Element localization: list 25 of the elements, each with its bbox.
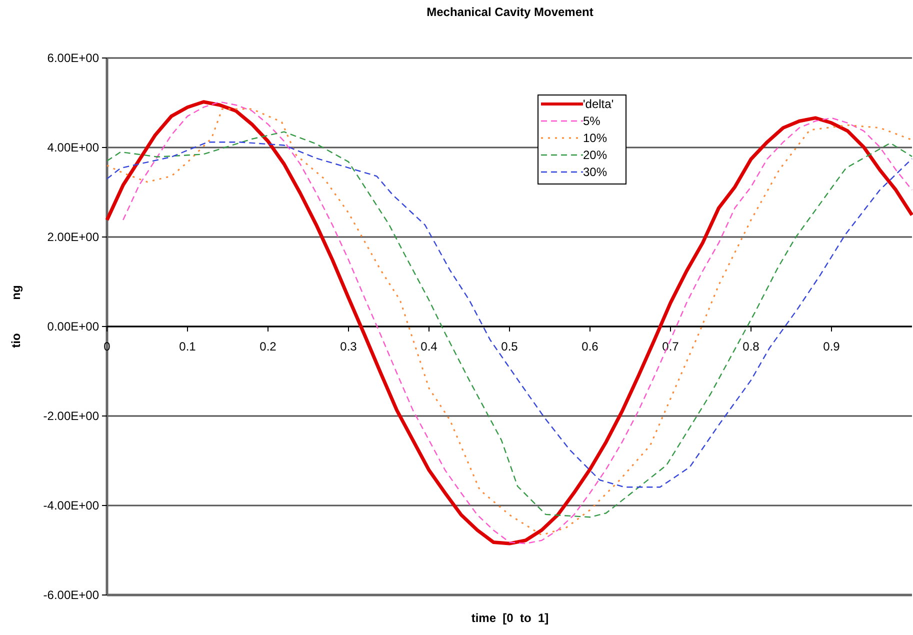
x-tick-label: 0.7 (662, 340, 680, 354)
x-tick-label: 0.3 (340, 340, 358, 354)
legend-label: 10% (583, 131, 608, 145)
x-tick-label: 0.8 (742, 340, 760, 354)
legend-label: 5% (583, 114, 601, 128)
x-tick-label: 0 (104, 340, 111, 354)
y-tick-label: -2.00E+00 (43, 409, 100, 423)
x-tick-label: 0.1 (179, 340, 196, 354)
x-tick-label: 0.9 (823, 340, 840, 354)
y-tick-label: 2.00E+00 (47, 230, 100, 244)
legend-label: 30% (583, 165, 608, 179)
legend-label: 'delta' (583, 97, 614, 111)
x-axis-title: time [0 to 1] (471, 611, 549, 625)
y-tick-label: -6.00E+00 (43, 588, 100, 602)
x-tick-label: 0.4 (420, 340, 438, 354)
x-tick-label: 0.2 (260, 340, 277, 354)
y-tick-label: -4.00E+00 (43, 498, 100, 512)
x-tick-label: 0.6 (582, 340, 599, 354)
legend-label: 20% (583, 148, 608, 162)
y-tick-label: 4.00E+00 (47, 140, 100, 154)
chart-title: Mechanical Cavity Movement (426, 5, 594, 19)
x-tick-label: 0.5 (501, 340, 518, 354)
y-tick-label: 0.00E+00 (47, 320, 100, 334)
y-axis-title: tio ng (9, 285, 23, 348)
y-tick-label: 6.00E+00 (47, 51, 100, 65)
